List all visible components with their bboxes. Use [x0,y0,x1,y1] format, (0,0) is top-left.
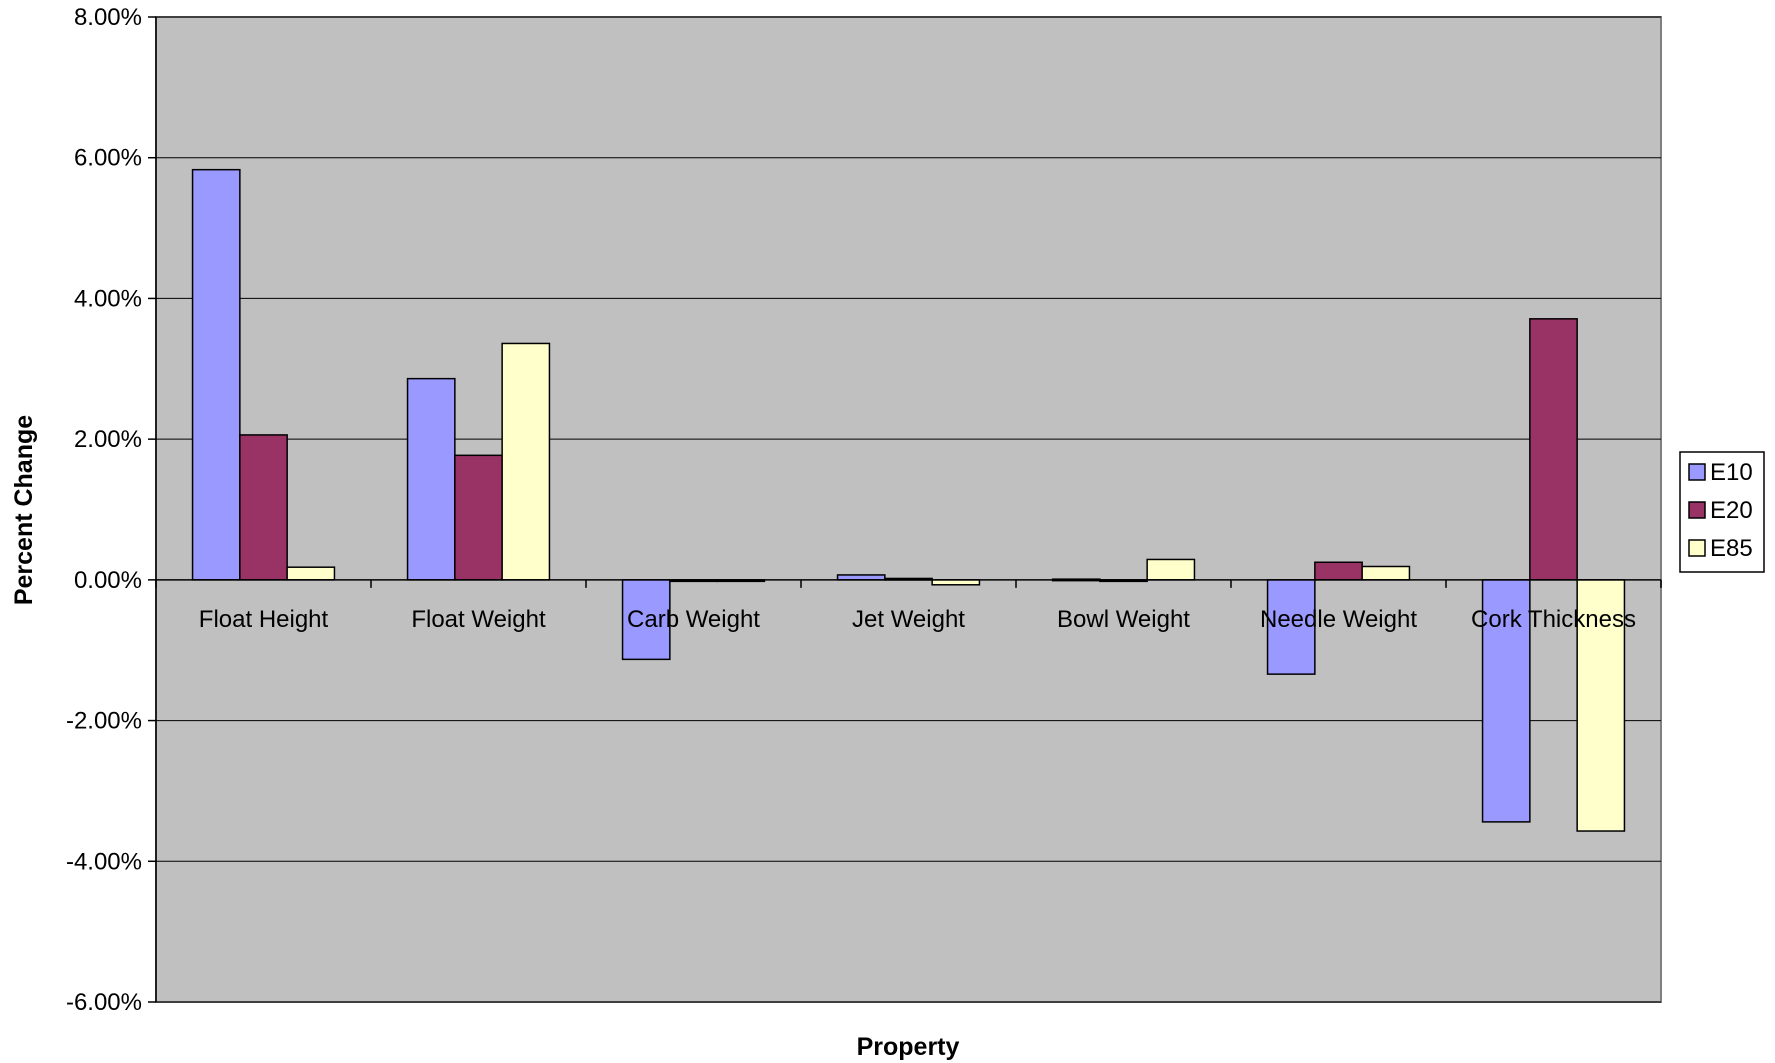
bar-e85-6 [1576,579,1626,832]
bar-e10-5 [1266,579,1316,675]
legend-swatch-e10 [1688,463,1706,481]
bar-e20-6 [1529,318,1578,581]
y-tick-label: -6.00% [66,989,142,1016]
bar-e10-1 [406,377,456,581]
y-tick-label: 2.00% [74,426,142,453]
bar-e20-5 [1314,561,1363,581]
bars [191,168,1626,832]
x-tick-label: Bowl Weight [1057,606,1190,633]
y-tick-label: 6.00% [74,145,142,172]
bar-e10-2 [621,579,671,661]
x-tick-label: Float Height [199,606,329,633]
bar-e85-0 [286,566,336,581]
bar-e85-1 [501,342,551,581]
y-axis-title: Percent Change [10,415,38,605]
legend-label-e85: E85 [1710,535,1753,562]
legend-label-e10: E10 [1710,459,1753,486]
y-tick-label: -2.00% [66,708,142,735]
bar-e10-0 [191,168,241,581]
x-axis-title: Property [857,1033,960,1061]
legend-label-e20: E20 [1710,497,1753,524]
legend-swatch-e85 [1688,539,1706,557]
y-tick-label: 4.00% [74,285,142,312]
bar-e20-0 [239,434,288,581]
x-tick-label: Float Weight [411,606,546,633]
y-tick-label: 8.00% [74,4,142,31]
y-tick-label: 0.00% [74,567,142,594]
x-tick-labels: Float Height Float Weight Carb Weight Jet W… [199,606,1636,633]
y-tick-labels: 8.00% 6.00% 4.00% 2.00% 0.00% -2.00% -4.00% -6.… [66,4,142,1016]
plot-area [155,16,1662,1003]
x-tick-label: Carb Weight [627,606,760,633]
bar-e85-4 [1146,558,1196,581]
bar-e85-5 [1361,565,1411,581]
x-tick-label: Jet Weight [852,606,965,633]
x-tick-label: Needle Weight [1260,606,1417,633]
axes [148,16,1662,1003]
legend-swatch-e20 [1688,501,1706,519]
bar-e20-1 [454,454,503,581]
y-tick-label: -4.00% [66,848,142,875]
bar-e10-6 [1481,579,1531,823]
x-tick-label: Cork Thickness [1471,606,1636,633]
legend: E10 E20 E85 [1679,451,1765,573]
